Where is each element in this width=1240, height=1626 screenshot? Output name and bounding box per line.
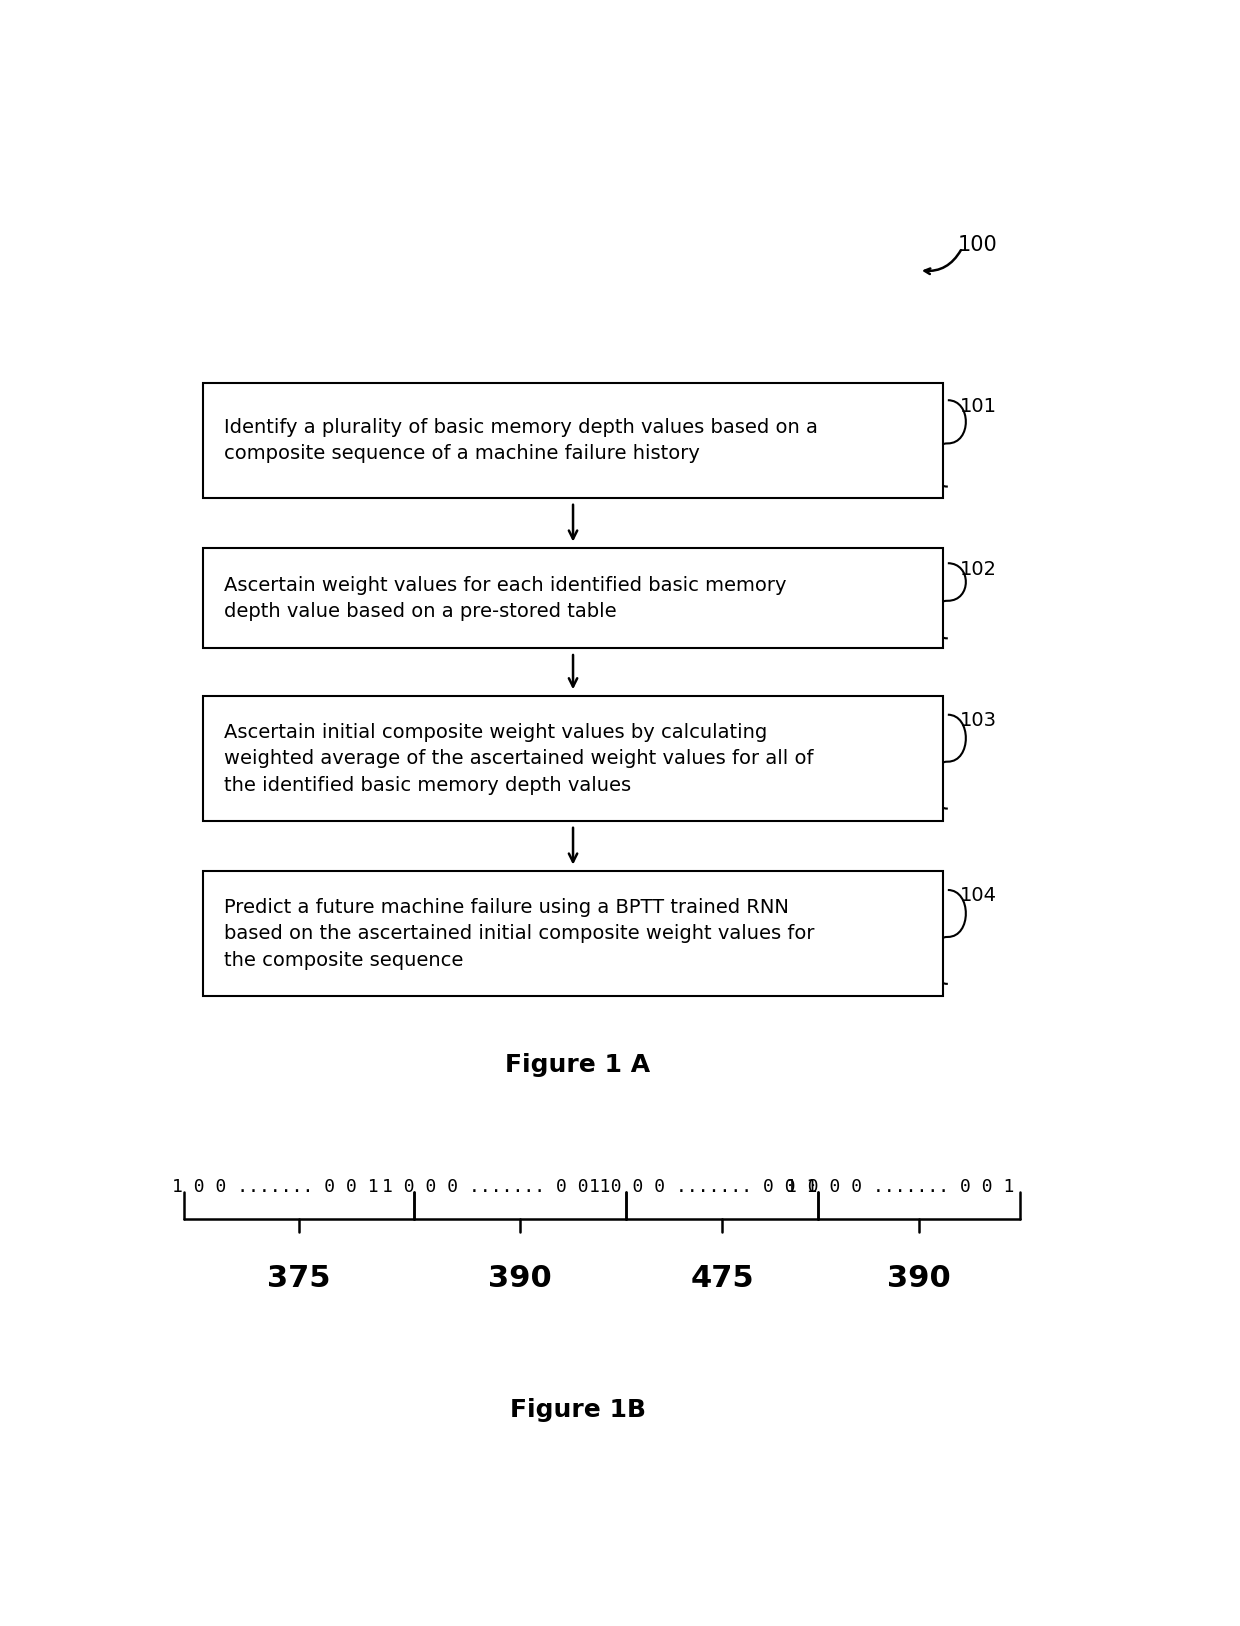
Text: Predict a future machine failure using a BPTT trained RNN
based on the ascertain: Predict a future machine failure using a… xyxy=(224,898,815,969)
Text: 102: 102 xyxy=(960,561,997,579)
Text: 375: 375 xyxy=(268,1263,331,1293)
Text: 475: 475 xyxy=(691,1263,754,1293)
Text: Figure 1B: Figure 1B xyxy=(510,1398,646,1421)
Text: 103: 103 xyxy=(960,711,997,730)
Text: 104: 104 xyxy=(960,886,997,906)
Text: 1 0 0 0 ....... 0 0 1: 1 0 0 0 ....... 0 0 1 xyxy=(382,1177,610,1195)
Text: Ascertain weight values for each identified basic memory
depth value based on a : Ascertain weight values for each identif… xyxy=(224,576,786,621)
Text: 390: 390 xyxy=(489,1263,552,1293)
Text: 100: 100 xyxy=(957,236,997,255)
Text: Figure 1 A: Figure 1 A xyxy=(505,1054,651,1078)
Text: 390: 390 xyxy=(887,1263,951,1293)
FancyBboxPatch shape xyxy=(203,872,944,997)
Text: Ascertain initial composite weight values by calculating
weighted average of the: Ascertain initial composite weight value… xyxy=(224,722,813,795)
Text: Identify a plurality of basic memory depth values based on a
composite sequence : Identify a plurality of basic memory dep… xyxy=(224,418,818,463)
Text: 1 0 0 0 ....... 0 0 1: 1 0 0 0 ....... 0 0 1 xyxy=(589,1177,817,1195)
FancyBboxPatch shape xyxy=(203,384,944,498)
Text: 1 0 0 ....... 0 0 1: 1 0 0 ....... 0 0 1 xyxy=(172,1177,378,1195)
Text: 101: 101 xyxy=(960,397,997,416)
FancyBboxPatch shape xyxy=(203,696,944,821)
FancyBboxPatch shape xyxy=(203,548,944,649)
Text: 1 0 0 0 ....... 0 0 1: 1 0 0 0 ....... 0 0 1 xyxy=(786,1177,1014,1195)
